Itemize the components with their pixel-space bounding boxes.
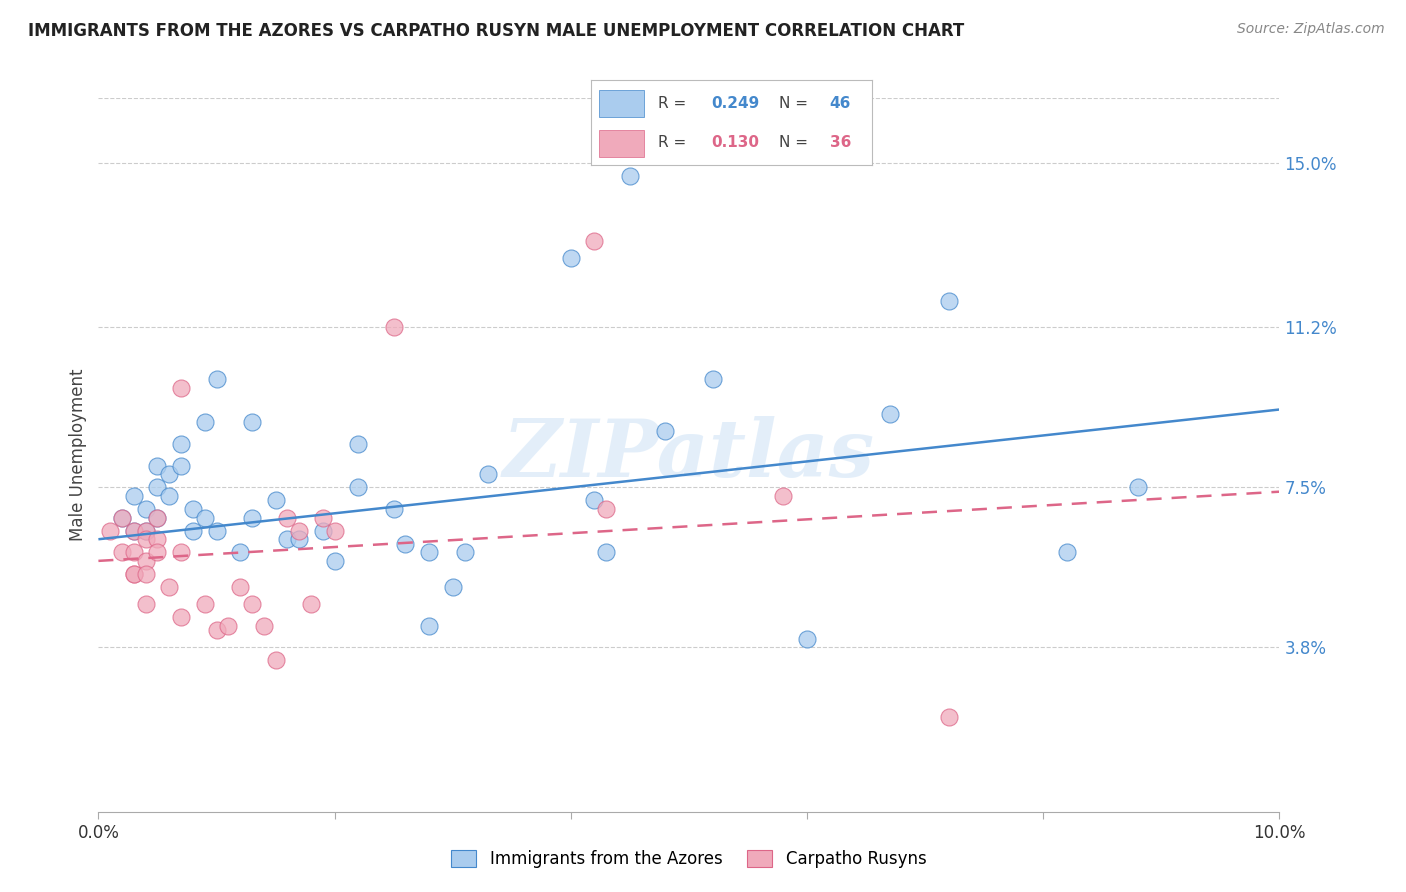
Point bbox=[240, 416, 263, 430]
Point bbox=[146, 545, 169, 559]
Point bbox=[122, 566, 145, 581]
Point bbox=[157, 580, 180, 594]
Point bbox=[347, 437, 370, 451]
Point bbox=[382, 502, 405, 516]
Point bbox=[181, 502, 204, 516]
Text: Source: ZipAtlas.com: Source: ZipAtlas.com bbox=[1237, 22, 1385, 37]
Point bbox=[122, 489, 145, 503]
Text: 0.249: 0.249 bbox=[711, 95, 759, 111]
Point bbox=[288, 524, 311, 538]
Point bbox=[288, 533, 311, 547]
Point bbox=[772, 489, 794, 503]
Point bbox=[135, 524, 157, 538]
Point bbox=[135, 597, 157, 611]
Point bbox=[135, 533, 157, 547]
Point bbox=[170, 437, 193, 451]
Point bbox=[194, 510, 217, 524]
Point bbox=[194, 416, 217, 430]
Point bbox=[181, 524, 204, 538]
Point bbox=[312, 524, 335, 538]
Point bbox=[1126, 480, 1149, 494]
Point bbox=[702, 372, 724, 386]
Point bbox=[122, 524, 145, 538]
Point bbox=[170, 610, 193, 624]
Text: ZIPatlas: ZIPatlas bbox=[503, 417, 875, 493]
Text: N =: N = bbox=[779, 135, 813, 150]
Point bbox=[382, 320, 405, 334]
Point bbox=[276, 533, 298, 547]
Point bbox=[217, 619, 239, 633]
Point bbox=[654, 424, 676, 438]
Point bbox=[122, 524, 145, 538]
Text: 46: 46 bbox=[830, 95, 851, 111]
Point bbox=[441, 580, 464, 594]
Point bbox=[146, 533, 169, 547]
Point bbox=[276, 510, 298, 524]
Point bbox=[619, 169, 641, 183]
Point bbox=[146, 458, 169, 473]
Point bbox=[170, 458, 193, 473]
Point bbox=[122, 566, 145, 581]
Point bbox=[560, 251, 582, 265]
Point bbox=[323, 554, 346, 568]
Point bbox=[583, 234, 606, 248]
Point bbox=[194, 597, 217, 611]
Point bbox=[98, 524, 121, 538]
Point bbox=[146, 510, 169, 524]
Point bbox=[170, 545, 193, 559]
Point bbox=[205, 524, 228, 538]
Point bbox=[595, 502, 617, 516]
Point bbox=[347, 480, 370, 494]
Point bbox=[146, 480, 169, 494]
Text: R =: R = bbox=[658, 95, 692, 111]
Point bbox=[170, 381, 193, 395]
Legend: Immigrants from the Azores, Carpatho Rusyns: Immigrants from the Azores, Carpatho Rus… bbox=[444, 843, 934, 875]
Point bbox=[205, 372, 228, 386]
Point bbox=[312, 510, 335, 524]
Point bbox=[323, 524, 346, 538]
Point bbox=[938, 294, 960, 309]
Point bbox=[135, 566, 157, 581]
Point bbox=[205, 623, 228, 637]
Point bbox=[135, 524, 157, 538]
Point bbox=[418, 619, 440, 633]
Text: 0.130: 0.130 bbox=[711, 135, 759, 150]
Point bbox=[879, 407, 901, 421]
Point bbox=[122, 545, 145, 559]
Point bbox=[477, 467, 499, 482]
Point bbox=[229, 580, 252, 594]
Point bbox=[253, 619, 276, 633]
Point bbox=[264, 653, 287, 667]
Point bbox=[453, 545, 475, 559]
Point bbox=[157, 489, 180, 503]
Point bbox=[135, 554, 157, 568]
Point bbox=[418, 545, 440, 559]
Text: N =: N = bbox=[779, 95, 813, 111]
Point bbox=[938, 709, 960, 723]
Point bbox=[264, 493, 287, 508]
Point bbox=[157, 467, 180, 482]
Point bbox=[394, 536, 416, 550]
Point bbox=[1056, 545, 1078, 559]
Point bbox=[796, 632, 818, 646]
Point bbox=[229, 545, 252, 559]
Y-axis label: Male Unemployment: Male Unemployment bbox=[69, 368, 87, 541]
Point bbox=[583, 493, 606, 508]
Text: IMMIGRANTS FROM THE AZORES VS CARPATHO RUSYN MALE UNEMPLOYMENT CORRELATION CHART: IMMIGRANTS FROM THE AZORES VS CARPATHO R… bbox=[28, 22, 965, 40]
Point bbox=[240, 510, 263, 524]
FancyBboxPatch shape bbox=[599, 130, 644, 157]
Point bbox=[146, 510, 169, 524]
Point bbox=[595, 545, 617, 559]
Point bbox=[135, 502, 157, 516]
Point bbox=[111, 510, 134, 524]
Text: 36: 36 bbox=[830, 135, 851, 150]
Point bbox=[111, 510, 134, 524]
Point bbox=[240, 597, 263, 611]
FancyBboxPatch shape bbox=[599, 89, 644, 117]
Text: R =: R = bbox=[658, 135, 692, 150]
Point bbox=[299, 597, 322, 611]
Point bbox=[111, 545, 134, 559]
